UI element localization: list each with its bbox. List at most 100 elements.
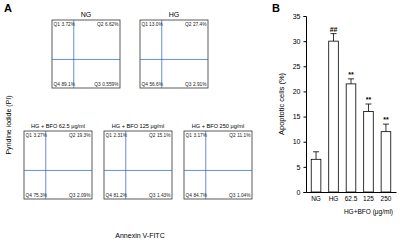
plot-title: HG + BFO 250 μg/ml [192, 123, 245, 129]
tick-label: 10 [293, 138, 301, 145]
gate-line [205, 131, 206, 199]
tick-label: HG [329, 195, 339, 202]
quadrant-name: Q2 [97, 22, 104, 27]
quadrant-percent: 56.6% [149, 82, 163, 87]
axis-line [307, 192, 397, 193]
y-axis-title: Apoptotic cells (%) [277, 72, 286, 135]
quadrant-name: Q1 [186, 133, 193, 138]
quadrant-label: Q30.559% [94, 82, 119, 87]
tick-label: 35 [293, 13, 301, 20]
tick-mark [304, 167, 307, 168]
error-bar [333, 34, 334, 42]
gate-line [24, 170, 92, 171]
flow-plot: HGQ113.0%Q227.4%Q32.91%Q456.6% [140, 11, 208, 88]
error-cap [348, 78, 354, 79]
quadrant-label: Q13.27% [26, 133, 48, 138]
bar [329, 41, 339, 192]
quadrant-label: Q219.3% [69, 133, 91, 138]
plot-title: HG [169, 11, 180, 18]
tick: 20 [293, 88, 306, 95]
quadrant-name: Q1 [54, 22, 61, 27]
gate-line [140, 59, 208, 60]
significance-mark: ## [330, 26, 338, 33]
tick-label: 20 [293, 88, 301, 95]
gate-line [104, 170, 172, 171]
quadrant-percent: 1.04% [237, 193, 251, 198]
error-bar [351, 79, 352, 84]
quadrant-percent: 2.31% [113, 133, 127, 138]
tick-label: 15 [293, 113, 301, 120]
figure: APyridine iodide (PI)Annexin V-FITCNGQ13… [0, 0, 400, 243]
bar [311, 159, 321, 192]
tick: 250 [381, 192, 392, 202]
gate-line [161, 20, 162, 88]
error-cap [365, 104, 371, 105]
quadrant-name: Q1 [142, 22, 149, 27]
plot-frame [104, 131, 172, 199]
quadrant-percent: 3.72% [61, 22, 75, 27]
panel-label: A [4, 2, 12, 14]
plot-frame [184, 131, 252, 199]
tick: 30 [293, 38, 306, 45]
tick-mark [304, 142, 307, 143]
tick: HG [329, 192, 339, 202]
tick-label: 25 [293, 63, 301, 70]
plot-title: HG + BFO 62.5 μg/ml [31, 123, 85, 129]
y-axis: 0 5 10 15 20 25 30 35 [293, 13, 307, 196]
quadrant-label: Q26.62% [97, 22, 119, 27]
plot-area [311, 34, 391, 192]
quadrant-name: Q2 [149, 133, 156, 138]
plot-frame [140, 20, 208, 88]
quadrant-label: Q12.31% [106, 133, 128, 138]
plot-title: HG + BFO 125 μg/ml [112, 123, 165, 129]
bar [364, 112, 374, 192]
tick: 125 [363, 192, 374, 202]
bar [346, 84, 356, 192]
tick-label: 0 [297, 189, 301, 196]
gate-line [125, 131, 126, 199]
quadrant-label: Q31.43% [149, 193, 171, 198]
quadrant-percent: 81.2% [113, 193, 127, 198]
significance-mark: ** [383, 116, 389, 123]
tick-label: 250 [381, 195, 392, 202]
tick-mark [304, 16, 307, 17]
flow-plot: HG + BFO 62.5 μg/mlQ13.27%Q219.3%Q32.09%… [24, 123, 92, 199]
quadrant-name: Q1 [26, 133, 33, 138]
y-axis-title: Pyridine iodide (PI) [5, 95, 13, 154]
x-axis-title: HG+BFO (μg/ml) [344, 208, 393, 216]
quadrant-name: Q3 [185, 82, 192, 87]
flow-plot: HG + BFO 125 μg/ml Q12.31% Q215.1% Q31.43%Q… [104, 123, 172, 199]
quadrant-percent: 89.1% [61, 82, 75, 87]
flow-plot: HG + BFO 250 μg/mlQ13.17%Q211.1%Q31.04%Q… [184, 123, 252, 199]
tick: 5 [297, 164, 306, 171]
tick-mark [304, 66, 307, 67]
tick-mark [304, 192, 307, 193]
quadrant-percent: 1.43% [157, 193, 171, 198]
tick-label: 30 [293, 38, 301, 45]
quadrant-percent: 15.1% [157, 133, 171, 138]
plot-title: NG [81, 11, 92, 18]
error-bar [316, 152, 317, 160]
significance-mark: ** [366, 96, 372, 103]
gate-line [52, 59, 120, 60]
tick: 0 [297, 189, 306, 196]
tick-label: 125 [363, 195, 374, 202]
quadrant-label: Q32.91% [185, 82, 207, 87]
quadrant-label: Q13.17% [186, 133, 208, 138]
quadrant-percent: 19.3% [77, 133, 91, 138]
gate-line [73, 20, 74, 88]
quadrant-percent: 13.0% [149, 22, 163, 27]
error-cap [383, 124, 389, 125]
quadrant-percent: 0.559% [102, 82, 119, 87]
significance-mark: ** [348, 71, 354, 78]
bar [381, 132, 391, 192]
quadrant-name: Q3 [149, 193, 156, 198]
error-bar [385, 124, 386, 132]
tick-label: 5 [297, 164, 301, 171]
quadrant-percent: 2.91% [193, 82, 207, 87]
tick: 15 [293, 113, 306, 120]
panel-label: B [272, 2, 280, 14]
quadrant-percent: 3.27% [33, 133, 47, 138]
quadrant-name: Q4 [26, 193, 33, 198]
error-bar [368, 104, 369, 112]
